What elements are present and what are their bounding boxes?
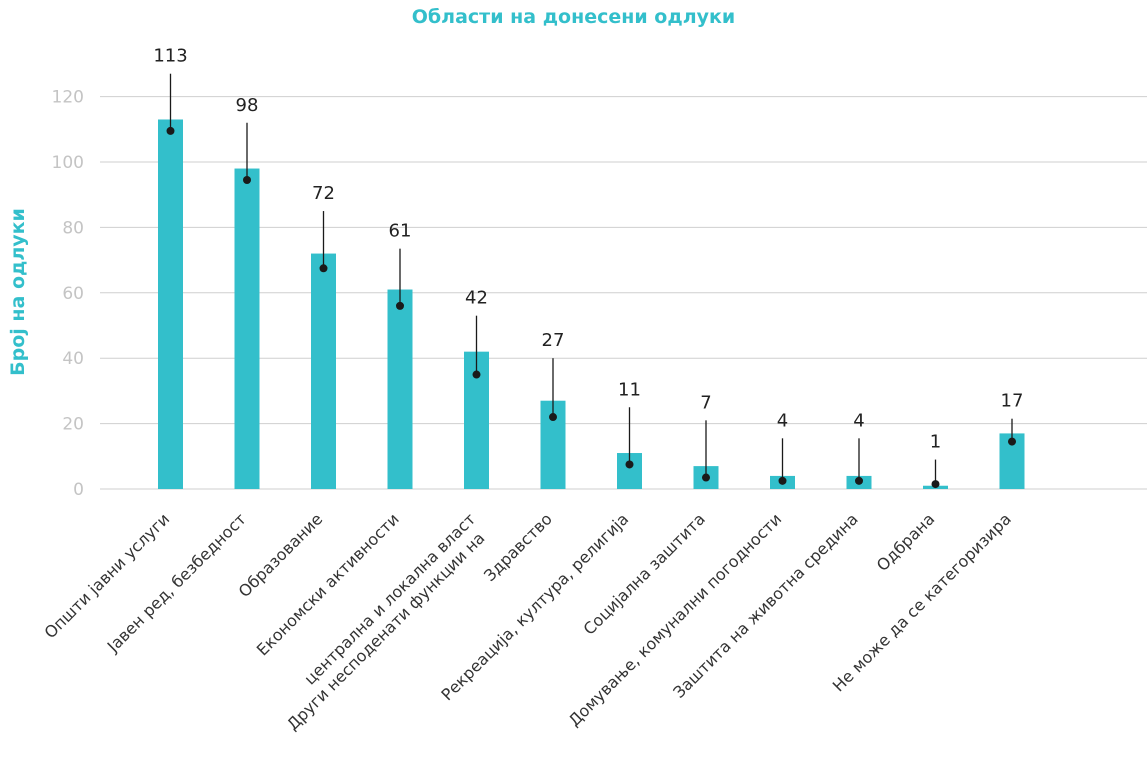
x-tick-label: Здравство	[480, 509, 556, 585]
chart-title: Области на донесени одлуки	[411, 6, 736, 28]
data-label: 61	[389, 221, 412, 242]
y-axis-ticks: 0 20 40 60 80 100 120	[52, 88, 84, 500]
bars	[158, 119, 1025, 490]
data-label: 98	[236, 95, 259, 116]
marker-point	[625, 460, 634, 469]
bar	[387, 289, 413, 489]
marker-point	[472, 370, 481, 379]
x-tick-label: Други несподенати функции на	[283, 528, 489, 734]
x-tick-label: Јавен ред, безбедност	[103, 509, 250, 656]
y-tick-label: 100	[52, 153, 84, 173]
x-tick-label: Одбрана	[873, 509, 939, 575]
marker-point	[166, 126, 175, 135]
data-label: 17	[1001, 391, 1024, 412]
data-label: 42	[465, 288, 488, 309]
marker-point	[702, 473, 710, 482]
marker-point	[396, 301, 404, 310]
y-tick-label: 60	[62, 284, 84, 304]
data-label: 4	[853, 410, 864, 431]
marker-point	[319, 264, 328, 273]
marker-point	[931, 480, 940, 489]
y-tick-label: 120	[52, 88, 84, 108]
x-tick-label: Општи јавни услуги	[40, 509, 173, 642]
data-label: 4	[777, 410, 788, 431]
y-tick-label: 20	[62, 415, 84, 435]
data-label: 72	[312, 183, 335, 204]
bar	[311, 253, 336, 489]
marker-point	[243, 175, 251, 184]
marker-point	[1008, 437, 1016, 446]
data-label: 27	[542, 330, 565, 351]
y-tick-label: 40	[62, 349, 84, 369]
marker-point	[549, 413, 557, 422]
y-tick-label: 80	[62, 218, 84, 238]
whiskers	[166, 73, 1016, 489]
bar	[234, 168, 260, 490]
y-axis-label: Број на одлуки	[7, 208, 29, 376]
y-tick-label: 0	[73, 480, 84, 500]
data-label: 113	[153, 46, 187, 67]
data-label: 11	[618, 379, 641, 400]
bar	[158, 119, 183, 490]
marker-point	[778, 476, 787, 485]
data-label: 1	[930, 432, 941, 453]
marker-point	[855, 476, 863, 485]
x-tick-label: централна и локална власт	[300, 509, 479, 688]
data-label: 7	[700, 392, 711, 413]
